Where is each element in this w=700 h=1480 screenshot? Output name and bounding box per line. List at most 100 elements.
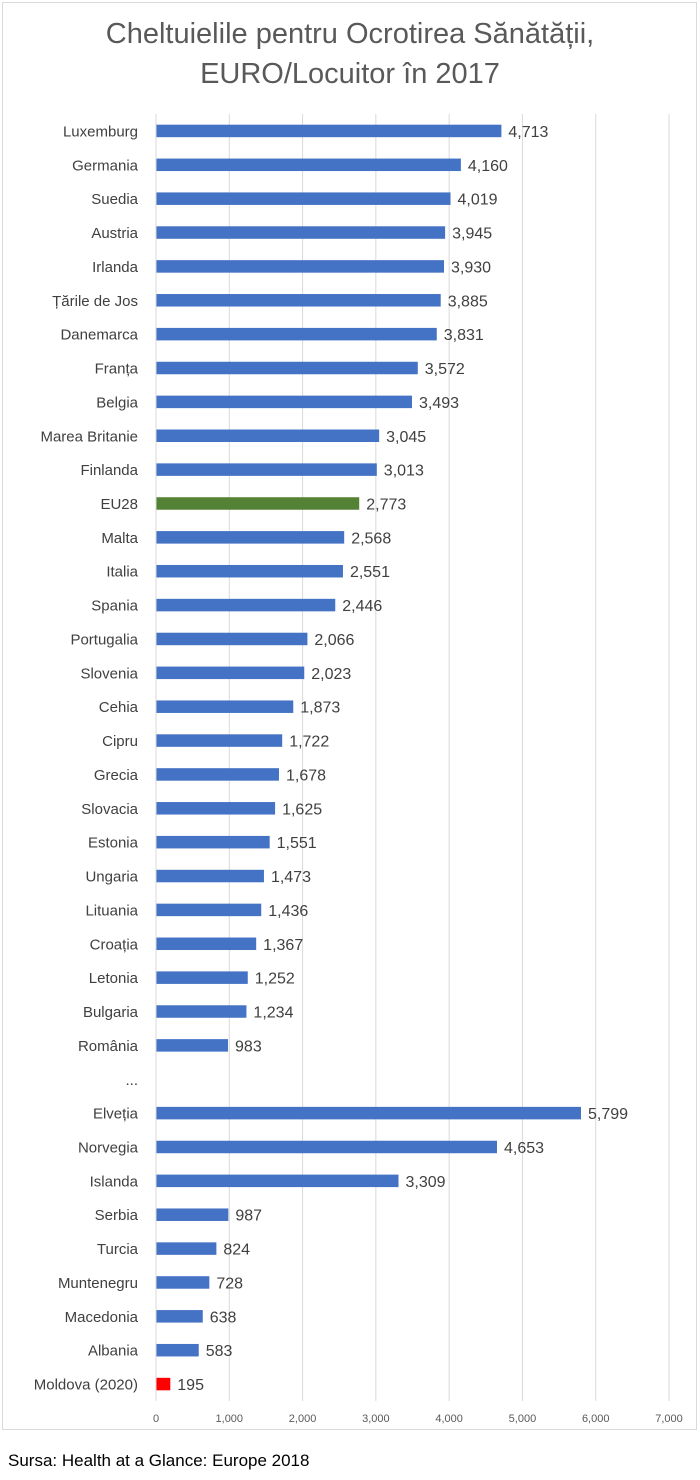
x-tick-label: 3,000 xyxy=(362,1413,390,1425)
category-label: Malta xyxy=(101,530,138,547)
bar xyxy=(156,802,276,815)
data-label: 983 xyxy=(235,1038,262,1055)
data-label: 195 xyxy=(177,1377,204,1394)
category-label: Letonia xyxy=(89,970,139,987)
x-tick-label: 5,000 xyxy=(509,1413,537,1425)
chart-frame xyxy=(2,2,697,1430)
chart-title-line-1: Cheltuielile pentru Ocrotirea Sănătății, xyxy=(105,18,595,50)
data-label: 1,367 xyxy=(263,937,303,954)
category-label: România xyxy=(78,1038,139,1055)
bar xyxy=(156,1039,229,1052)
data-label: 1,625 xyxy=(282,801,322,818)
category-label: Belgia xyxy=(96,394,138,411)
data-label: 3,572 xyxy=(425,361,465,378)
category-label: Albania xyxy=(88,1343,139,1360)
data-label: 2,446 xyxy=(342,598,382,615)
x-tick-label: 7,000 xyxy=(655,1413,683,1425)
category-label: Germania xyxy=(72,157,139,174)
bar xyxy=(156,598,336,612)
source-note: Sursa: Health at a Glance: Europe 2018 xyxy=(8,1451,310,1470)
category-label: Cehia xyxy=(99,699,139,716)
category-label: Slovacia xyxy=(81,801,138,818)
category-label: Danemarca xyxy=(60,327,138,344)
category-label: Islanda xyxy=(90,1173,139,1190)
bar xyxy=(156,1174,399,1188)
bar xyxy=(156,564,343,578)
data-label: 1,722 xyxy=(289,734,329,751)
data-label: 1,873 xyxy=(300,700,340,717)
data-label: 3,930 xyxy=(451,259,491,276)
bar xyxy=(156,429,380,442)
bar xyxy=(156,1377,171,1391)
category-label: Bulgaria xyxy=(83,1004,139,1021)
category-label: Serbia xyxy=(95,1207,139,1224)
bar xyxy=(156,124,502,138)
bar xyxy=(156,700,294,713)
data-label: 728 xyxy=(216,1275,243,1292)
x-tick-label: 1,000 xyxy=(216,1413,244,1425)
category-label: Slovenia xyxy=(80,665,138,682)
x-tick-label: 2,000 xyxy=(289,1413,317,1425)
category-label: ... xyxy=(125,1072,138,1089)
data-label: 1,234 xyxy=(253,1005,293,1022)
category-label: Grecia xyxy=(94,767,139,784)
category-label: Turcia xyxy=(97,1241,139,1258)
category-label: Macedonia xyxy=(65,1309,139,1326)
category-label: Spania xyxy=(91,598,138,615)
data-label: 2,066 xyxy=(314,632,354,649)
bar xyxy=(156,294,441,307)
bar xyxy=(156,1343,199,1357)
data-label: 1,436 xyxy=(268,903,308,920)
data-label: 824 xyxy=(223,1242,250,1259)
category-label: Norvegia xyxy=(78,1139,139,1156)
data-label: 1,551 xyxy=(277,835,317,852)
data-label: 3,945 xyxy=(452,226,492,243)
bar xyxy=(156,1242,217,1255)
bar xyxy=(156,226,446,239)
chart-title: Cheltuielile pentru Ocrotirea Sănătății,… xyxy=(0,14,700,94)
bar xyxy=(156,666,305,680)
data-label: 3,013 xyxy=(384,463,424,480)
data-label: 4,653 xyxy=(504,1140,544,1157)
bar xyxy=(156,1140,497,1154)
bar xyxy=(156,632,308,646)
bar xyxy=(156,1310,203,1323)
category-label: Franța xyxy=(95,361,139,378)
bar xyxy=(156,158,461,172)
category-label: Elveția xyxy=(93,1106,139,1123)
category-label: Luxemburg xyxy=(63,123,138,140)
x-tick-label: 4,000 xyxy=(435,1413,463,1425)
category-label: Italia xyxy=(106,564,138,581)
category-label: Ungaria xyxy=(85,869,138,886)
bar xyxy=(156,463,377,476)
bar xyxy=(156,937,257,951)
category-label: Estonia xyxy=(88,835,139,852)
category-label: Lituania xyxy=(85,902,138,919)
data-label: 3,885 xyxy=(448,293,488,310)
chart-title-line-2: EURO/Locuitor în 2017 xyxy=(200,58,500,90)
data-label: 3,309 xyxy=(406,1174,446,1191)
data-label: 987 xyxy=(235,1208,262,1225)
data-label: 3,831 xyxy=(444,327,484,344)
bar xyxy=(156,869,264,883)
data-label: 4,713 xyxy=(508,124,548,141)
bar xyxy=(156,395,412,409)
bar xyxy=(156,260,445,273)
bar xyxy=(156,327,437,341)
data-label: 1,678 xyxy=(286,767,326,784)
category-label: Moldova (2020) xyxy=(34,1377,138,1394)
bar xyxy=(156,497,360,510)
data-label: 5,799 xyxy=(588,1106,628,1123)
data-label: 2,773 xyxy=(366,496,406,513)
bar xyxy=(156,971,248,984)
category-label: Croația xyxy=(90,936,139,953)
category-label: EU28 xyxy=(100,496,138,513)
category-label: Țările de Jos xyxy=(52,293,138,310)
category-label: Austria xyxy=(91,225,138,242)
data-label: 3,493 xyxy=(419,395,459,412)
bar xyxy=(156,768,279,781)
bar xyxy=(156,1276,210,1289)
data-label: 638 xyxy=(210,1309,237,1326)
data-label: 1,473 xyxy=(271,869,311,886)
bar xyxy=(156,1106,581,1120)
